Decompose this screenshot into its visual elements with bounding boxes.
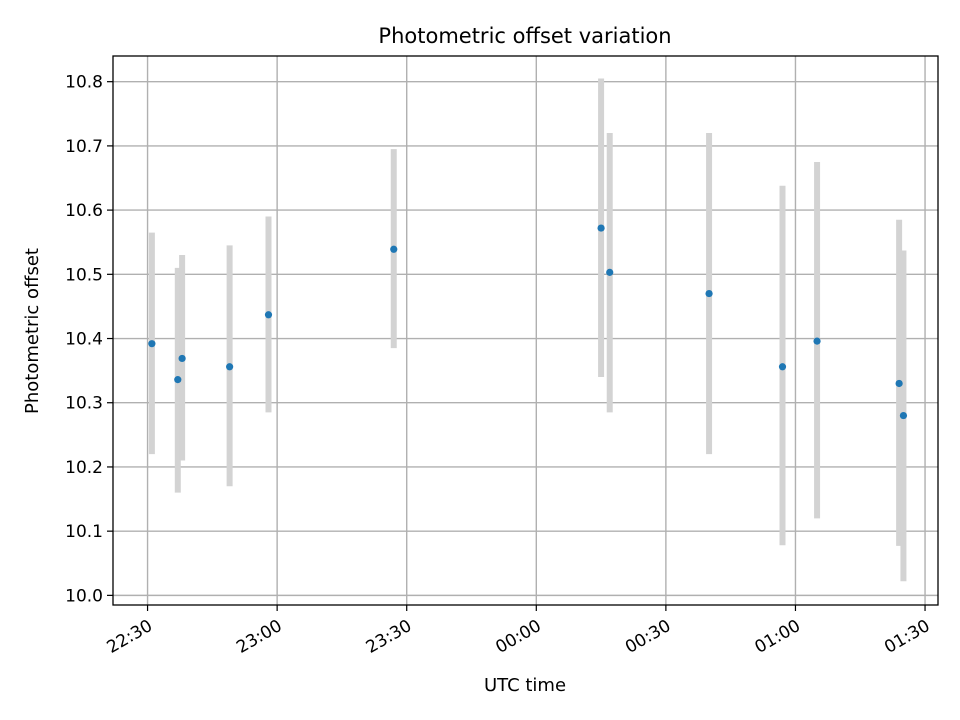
y-tick-label: 10.1 bbox=[65, 522, 103, 542]
x-tick-label: 22:30 bbox=[104, 616, 156, 658]
x-tick-label: 23:00 bbox=[233, 616, 285, 658]
data-point bbox=[606, 268, 614, 276]
y-tick-label: 10.2 bbox=[65, 458, 103, 478]
y-tick-label: 10.3 bbox=[65, 394, 103, 414]
y-tick-label: 10.5 bbox=[65, 265, 103, 285]
data-point bbox=[899, 411, 908, 420]
y-tick-label: 10.8 bbox=[65, 73, 103, 93]
data-point bbox=[778, 363, 787, 371]
y-tick-label: 10.4 bbox=[65, 330, 103, 350]
grid bbox=[113, 56, 938, 605]
x-tick-label: 00:30 bbox=[622, 616, 674, 658]
y-tick-label: 10.6 bbox=[65, 201, 103, 221]
x-tick-label: 01:00 bbox=[752, 616, 804, 658]
data-point bbox=[264, 311, 273, 319]
chart-title: Photometric offset variation bbox=[378, 24, 671, 48]
plot-frame bbox=[112, 55, 939, 606]
data-point bbox=[597, 224, 605, 232]
data-point bbox=[390, 245, 398, 253]
data-points bbox=[148, 224, 908, 420]
data-point bbox=[178, 354, 186, 363]
data-point bbox=[148, 340, 156, 348]
plot-background bbox=[113, 56, 938, 605]
x-axis: 22:30 23:00 23:30 00:00 00:30 01:00 01:30 bbox=[104, 605, 934, 658]
data-point bbox=[174, 376, 182, 384]
y-tick-label: 10.0 bbox=[65, 586, 103, 606]
data-point bbox=[226, 363, 234, 371]
data-point bbox=[705, 289, 713, 298]
data-point bbox=[813, 337, 821, 345]
x-tick-label: 00:00 bbox=[492, 616, 544, 658]
data-point bbox=[895, 379, 903, 388]
x-axis-title: UTC time bbox=[484, 675, 566, 696]
x-tick-label: 23:30 bbox=[363, 616, 415, 658]
y-axis: 10.0 10.1 10.2 10.3 10.4 10.5 10.6 10.7 10.8 bbox=[65, 73, 113, 606]
y-axis-title: Photometric offset bbox=[22, 248, 43, 414]
x-tick-label: 01:30 bbox=[881, 616, 933, 658]
y-tick-label: 10.7 bbox=[65, 137, 103, 157]
